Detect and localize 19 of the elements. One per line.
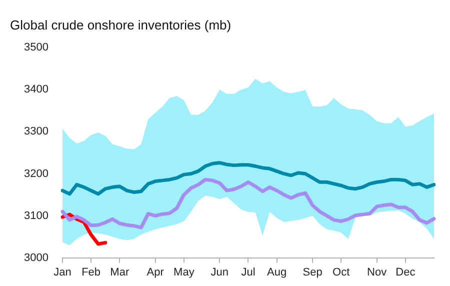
x-tick-label: Sep: [302, 266, 322, 278]
x-tick-label: May: [174, 266, 195, 278]
y-tick-label: 3500: [24, 42, 48, 54]
y-tick-label: 3200: [24, 168, 48, 180]
y-tick-label: 3400: [24, 84, 48, 96]
x-tick-label: Jan: [54, 266, 72, 278]
x-tick-label: Mar: [110, 266, 130, 278]
x-tick-label: Jun: [210, 266, 229, 278]
x-tick-label: Apr: [146, 266, 164, 278]
y-tick-label: 3100: [24, 210, 48, 222]
x-tick-label: Dec: [396, 266, 416, 278]
x-tick-label: Feb: [82, 266, 101, 278]
chart-title: Global crude onshore inventories (mb): [10, 17, 232, 32]
x-tick-label: Oct: [332, 266, 350, 278]
y-tick-label: 3000: [24, 252, 48, 264]
x-tick-label: Nov: [367, 266, 388, 278]
x-tick-label: Aug: [267, 266, 287, 278]
y-tick-label: 3300: [24, 126, 48, 138]
x-tick-label: Jul: [241, 266, 256, 278]
